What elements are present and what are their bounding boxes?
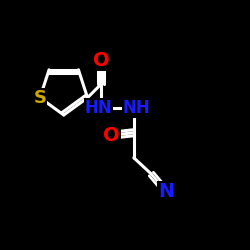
Text: O: O — [103, 126, 120, 145]
Text: N: N — [158, 182, 174, 201]
Text: HN: HN — [85, 99, 113, 117]
Text: S: S — [34, 89, 46, 107]
Text: NH: NH — [122, 99, 150, 117]
Text: O: O — [93, 51, 110, 70]
